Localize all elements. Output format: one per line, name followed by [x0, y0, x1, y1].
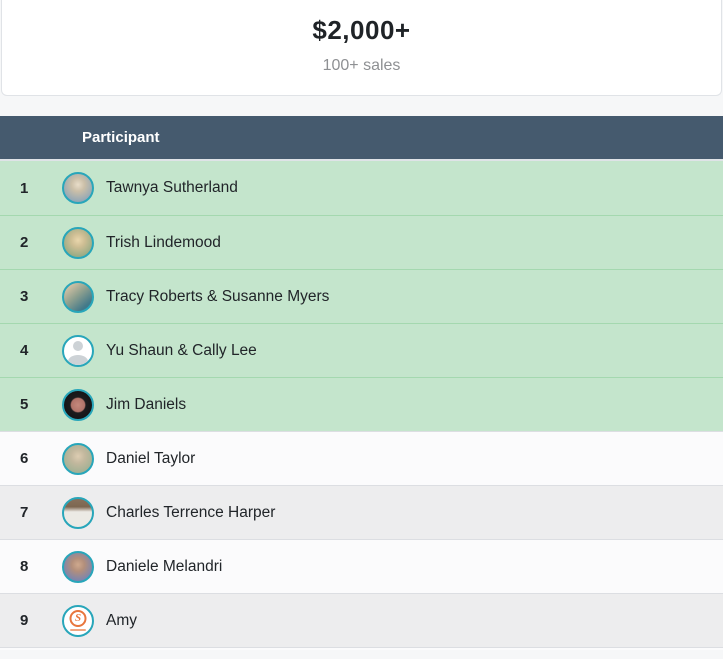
avatar — [62, 442, 94, 475]
participant-name: Amy — [106, 611, 137, 629]
table-row[interactable]: 7 Charles Terrence Harper — [0, 485, 723, 539]
rank-cell: 5 — [20, 396, 29, 413]
table-row[interactable]: 2 Trish Lindemood — [0, 215, 723, 269]
logo-caption-line — [70, 628, 86, 631]
placeholder-person-icon — [62, 334, 94, 367]
participant-column-header: Participant — [82, 129, 160, 146]
rank-cell: 6 — [20, 450, 29, 467]
table-row[interactable]: 8 Daniele Melandri — [0, 539, 723, 593]
tier-subtitle: 100+ sales — [322, 57, 401, 74]
participant-name: Daniel Taylor — [106, 449, 196, 467]
avatar — [62, 496, 94, 529]
rank-cell: 7 — [20, 504, 29, 521]
participant-name: Daniele Melandri — [106, 557, 223, 575]
tier-amount: $2,000+ — [312, 15, 411, 45]
table-row[interactable]: 6 Daniel Taylor — [0, 431, 723, 485]
brand-logo-avatar: S — [62, 604, 94, 637]
leaderboard-table: Participant 1 Tawnya Sutherland 2 Trish … — [0, 116, 723, 650]
rank-cell: 2 — [20, 234, 29, 251]
participant-name: Yu Shaun & Cally Lee — [106, 341, 257, 359]
table-row[interactable]: 5 Jim Daniels — [0, 377, 723, 431]
table-row[interactable]: 1 Tawnya Sutherland — [0, 161, 723, 215]
table-row[interactable]: 3 Tracy Roberts & Susanne Myers — [0, 269, 723, 323]
avatar — [62, 280, 94, 313]
participant-name: Jim Daniels — [106, 395, 187, 413]
logo-s-icon: S — [69, 609, 87, 627]
participant-name: Tawnya Sutherland — [106, 179, 238, 196]
rank-cell: 1 — [20, 179, 29, 197]
rank-cell: 3 — [20, 288, 29, 305]
silhouette-head — [73, 340, 83, 351]
rank-cell: 8 — [20, 558, 29, 575]
participant-name: Tracy Roberts & Susanne Myers — [106, 287, 330, 305]
avatar — [62, 550, 94, 583]
participant-name: Charles Terrence Harper — [106, 503, 276, 521]
table-row-cutoff — [0, 647, 723, 650]
participant-name: Trish Lindemood — [106, 233, 221, 251]
table-row[interactable]: 9 S Amy — [0, 593, 723, 647]
rank-cell: 4 — [20, 342, 29, 359]
avatar — [62, 172, 94, 204]
summary-card: $2,000+ 100+ sales — [1, 0, 722, 96]
silhouette-body — [68, 354, 88, 365]
table-row[interactable]: 4 Yu Shaun & Cally Lee — [0, 323, 723, 377]
avatar — [62, 388, 94, 421]
avatar — [62, 226, 94, 259]
table-header: Participant — [0, 116, 723, 161]
rank-cell: 9 — [20, 612, 29, 629]
